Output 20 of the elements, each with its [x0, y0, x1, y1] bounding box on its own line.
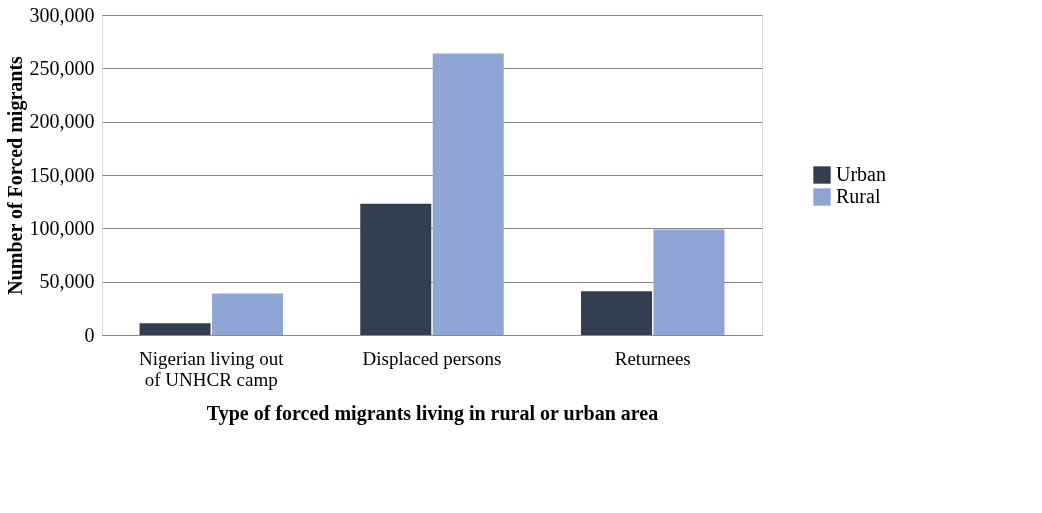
legend-label: Urban [836, 163, 886, 185]
bar [139, 323, 211, 335]
bar [432, 53, 504, 335]
bar [211, 293, 283, 335]
legend-label: Rural [836, 185, 881, 207]
bar [581, 291, 653, 335]
x-tick-label: Returnees [614, 347, 691, 369]
x-tick-label: Nigerian living out of UNHCR camp [138, 347, 285, 390]
y-tick-label: 0 [84, 323, 95, 346]
x-tick-label: Displaced persons [362, 347, 502, 369]
y-tick-label: 50,000 [39, 270, 95, 293]
y-tick-label: 100,000 [29, 216, 95, 239]
y-tick-label: 150,000 [29, 163, 95, 186]
y-tick-label: 200,000 [29, 110, 95, 133]
x-axis-title: Type of forced migrants living in rural or urban area [206, 401, 659, 425]
y-axis-title: Number of Forced migrants [3, 55, 27, 295]
bar [653, 229, 725, 335]
y-tick-label: 300,000 [29, 3, 95, 26]
bar [360, 203, 432, 335]
y-tick-label: 250,000 [29, 56, 95, 79]
